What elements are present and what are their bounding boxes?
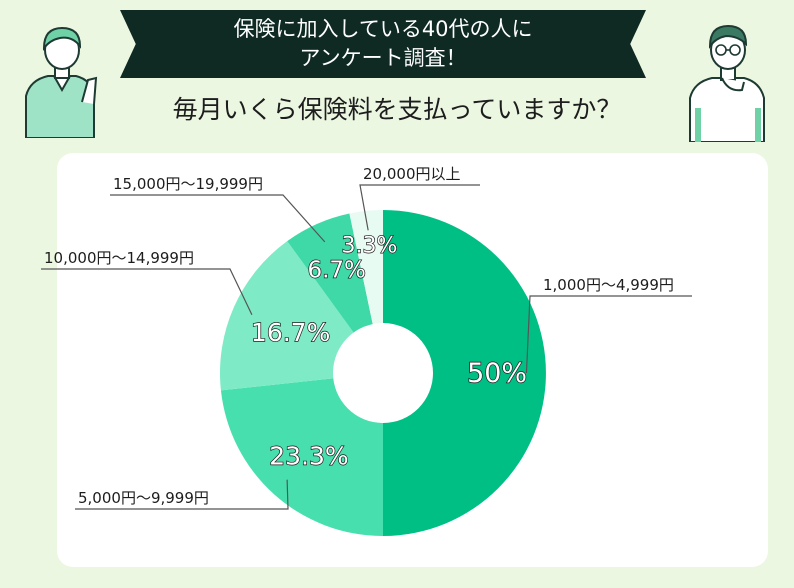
leader-line [359, 184, 480, 231]
title-line-1: 保険に加入している40代の人に [233, 17, 533, 41]
slice-value-label: 50% [467, 358, 527, 389]
category-label: 15,000円〜19,999円 [113, 175, 263, 193]
leader-line [525, 295, 692, 374]
category-label: 1,000円〜4,999円 [543, 276, 674, 294]
person-thinking-icon [689, 24, 765, 142]
pie-slice [383, 210, 546, 536]
question-title: 毎月いくら保険料を支払っていますか？ [172, 95, 622, 124]
category-label: 20,000円以上 [363, 165, 461, 183]
slice-value-label: 3.3% [342, 233, 398, 258]
category-label: 10,000円〜14,999円 [44, 249, 194, 267]
leader-line [110, 194, 326, 243]
slice-value-label: 16.7% [251, 318, 330, 347]
pie-slice [220, 373, 383, 536]
leader-line [41, 268, 253, 316]
leader-line [75, 479, 289, 510]
category-label: 5,000円〜9,999円 [78, 489, 209, 507]
slice-value-label: 6.7% [307, 258, 365, 284]
person-pointing-icon [25, 26, 98, 138]
donut-hole [333, 323, 433, 423]
slice-value-label: 23.3% [269, 441, 348, 470]
title-line-2: アンケート調査！ [299, 46, 467, 70]
title-banner: 保険に加入している40代の人に アンケート調査！ [120, 10, 646, 78]
